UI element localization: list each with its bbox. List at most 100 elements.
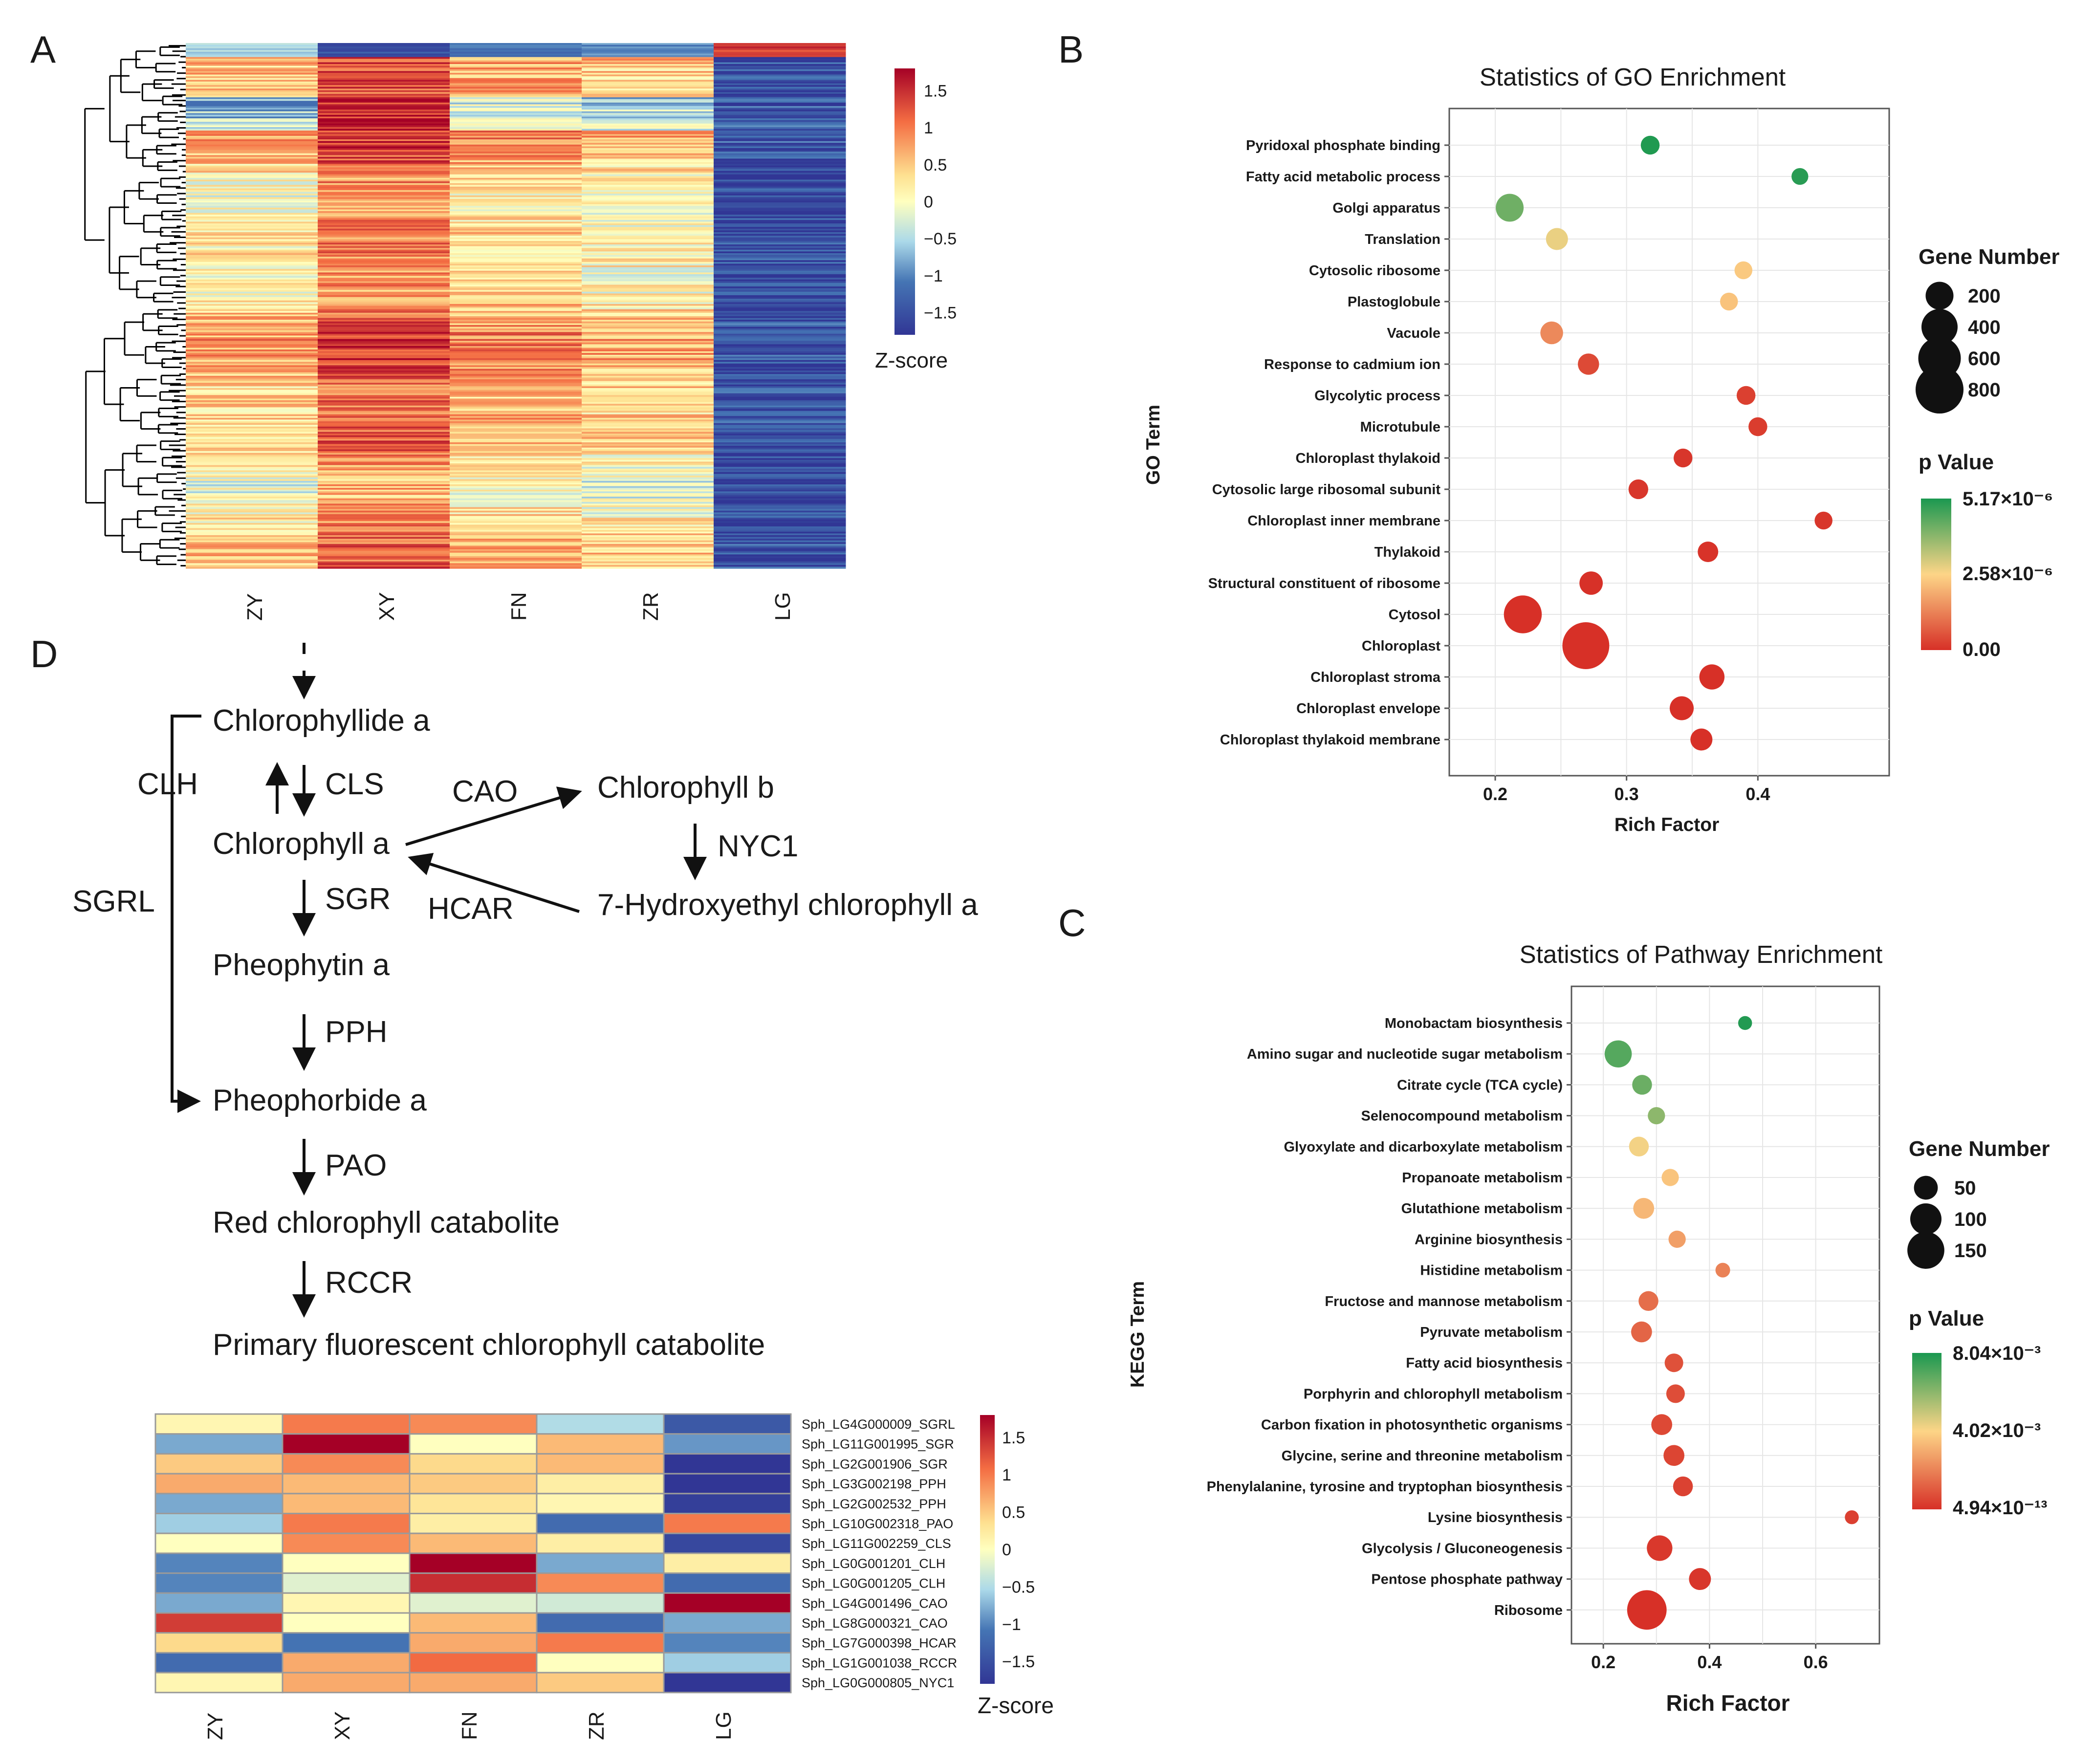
data-point	[1698, 542, 1719, 562]
heatmap-a-cell	[186, 72, 318, 75]
y-tick-label: Pentose phosphate pathway	[1371, 1572, 1563, 1588]
heatmap-a-cell	[582, 265, 714, 268]
heatmap-a-cell	[318, 257, 450, 259]
heatmap-a-cell	[318, 185, 450, 187]
heatmap-a-cell	[582, 104, 714, 107]
heatmap-a-cell	[318, 449, 450, 452]
heatmap-a-cell	[186, 57, 318, 59]
heatmap-a-cell	[450, 402, 582, 404]
heatmap-a-cell	[318, 132, 450, 134]
heatmap-d-cell	[409, 1532, 538, 1554]
heatmap-a-cell	[582, 258, 714, 261]
heatmap-a-cell	[318, 218, 450, 220]
heatmap-a-cell	[582, 155, 714, 157]
heatmap-a-cell	[186, 463, 318, 466]
heatmap-a-cell	[714, 43, 846, 45]
heatmap-a-cell	[714, 76, 846, 79]
heatmap-a-cell	[714, 219, 846, 222]
heatmap-d-gene-label: Sph_LG3G002198_PPH	[802, 1477, 946, 1491]
heatmap-a-cell	[714, 446, 846, 448]
colorbar-d-gradient	[980, 1415, 995, 1684]
heatmap-a-cell	[186, 186, 318, 189]
heatmap-a-cell	[714, 346, 846, 348]
heatmap-a-cell	[186, 377, 318, 380]
heatmap-a-cell	[450, 320, 582, 322]
heatmap-a-cell	[318, 276, 450, 278]
heatmap-a-cell	[186, 227, 318, 229]
heatmap-a-cell	[582, 554, 714, 557]
heatmap-a-cell	[714, 549, 846, 551]
heatmap-a-cell	[186, 509, 318, 511]
heatmap-a-cell	[714, 150, 846, 152]
heatmap-a-cell	[582, 423, 714, 425]
heatmap-a-cell	[450, 59, 582, 61]
heatmap-a-cell	[318, 213, 450, 215]
heatmap-a-cell	[582, 489, 714, 492]
heatmap-a-cell	[450, 409, 582, 412]
heatmap-a-cell	[450, 215, 582, 217]
y-tick-label: Glutathione metabolism	[1401, 1201, 1563, 1217]
heatmap-a-cell	[186, 146, 318, 149]
heatmap-a-cell	[186, 413, 318, 415]
heatmap-a-cell	[582, 328, 714, 331]
x-tick-label: 0.4	[1745, 784, 1770, 804]
heatmap-a-cell	[318, 423, 450, 425]
heatmap-d-cell	[409, 1433, 538, 1455]
heatmap-a-cell	[582, 430, 714, 433]
heatmap-a-cell	[186, 236, 318, 238]
data-point	[1791, 168, 1809, 185]
heatmap-a-cell	[186, 537, 318, 539]
heatmap-a-cell	[318, 333, 450, 336]
heatmap-a-cell	[186, 200, 318, 203]
y-tick-label: Cytosol	[1389, 607, 1440, 623]
heatmap-d-cell	[282, 1453, 411, 1475]
data-point	[1690, 728, 1713, 751]
heatmap-a-cell	[450, 253, 582, 256]
heatmap-a-cell	[318, 131, 450, 133]
heatmap-a-cell	[450, 417, 582, 420]
heatmap-a-cell	[582, 108, 714, 110]
heatmap-a-cell	[450, 323, 582, 326]
heatmap-a-cell	[582, 80, 714, 82]
heatmap-a-cell	[582, 83, 714, 86]
heatmap-a-cell	[450, 207, 582, 210]
heatmap-a-cell	[318, 417, 450, 420]
heatmap-d-cell	[154, 1592, 284, 1614]
heatmap-a-col-label: ZR	[639, 592, 663, 621]
heatmap-d-cell	[409, 1572, 538, 1594]
heatmap-a-cell	[582, 127, 714, 130]
heatmap-a-cell	[450, 500, 582, 502]
heatmap-a-cell	[714, 381, 846, 383]
heatmap-a-cell	[450, 547, 582, 550]
heatmap-a-cell	[582, 400, 714, 403]
heatmap-a-cell	[714, 174, 846, 176]
heatmap-a-cell	[450, 242, 582, 245]
heatmap-a-cell	[450, 411, 582, 413]
heatmap-a-cell	[582, 162, 714, 164]
heatmap-a-cell	[318, 263, 450, 266]
y-tick-label: Structural constituent of ribosome	[1208, 576, 1440, 591]
heatmap-a-cell	[318, 90, 450, 92]
heatmap-a-cell	[582, 498, 714, 501]
heatmap-a-cell	[582, 414, 714, 416]
heatmap-a-cell	[318, 219, 450, 222]
heatmap-a-cell	[714, 312, 846, 315]
heatmap-a-cell	[582, 512, 714, 515]
heatmap-d-gene-label: Sph_LG8G000321_CAO	[802, 1616, 948, 1631]
heatmap-a-cell	[714, 417, 846, 420]
heatmap-a-cell	[582, 537, 714, 539]
heatmap-a-cell	[582, 122, 714, 124]
heatmap-a-cell	[450, 551, 582, 553]
heatmap-a-cell	[450, 43, 582, 45]
heatmap-a-cell	[582, 351, 714, 353]
heatmap-a-cell	[582, 143, 714, 145]
heatmap-a-cell	[450, 545, 582, 548]
heatmap-a-cell	[582, 85, 714, 87]
heatmap-a-cell	[186, 74, 318, 77]
heatmap-a-cell	[186, 286, 318, 289]
heatmap-a-cell	[318, 458, 450, 460]
chart-c-ylabel: KEGG Term	[1127, 1281, 1148, 1388]
heatmap-d-cell	[282, 1433, 411, 1455]
heatmap-a-cell	[186, 127, 318, 130]
dendrogram	[84, 45, 186, 566]
